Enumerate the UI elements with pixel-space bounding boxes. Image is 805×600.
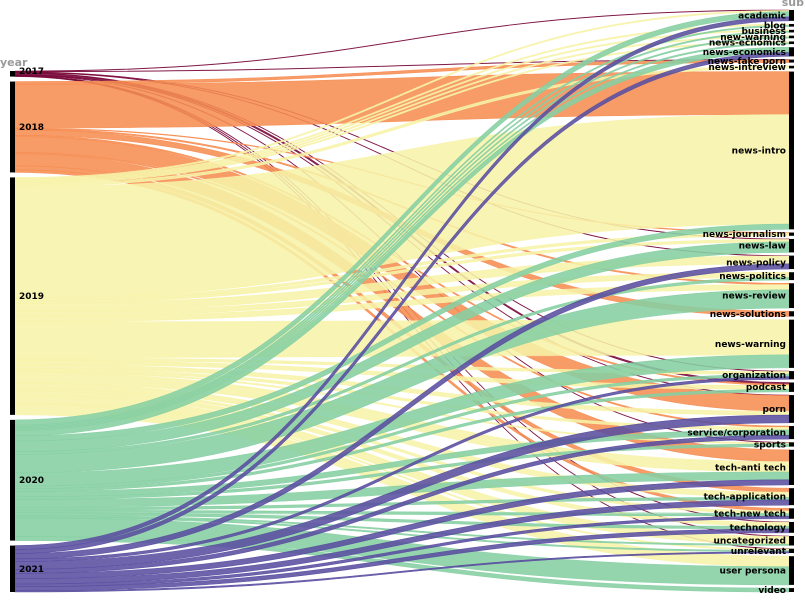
sub-label-tech-new-tech: tech-new tech: [714, 510, 786, 520]
sub-node-porn[interactable]: [789, 395, 794, 423]
sub-label-new-warning: new-warning: [720, 33, 786, 43]
sub-label-porn: porn: [763, 405, 786, 415]
sub-label-tech-application: tech-application: [704, 493, 786, 503]
sub-label-news-review: news-review: [722, 292, 786, 302]
ribbon-2020-news-law: [14, 241, 790, 453]
ribbon-2019-news-intreview: [14, 65, 790, 188]
ribbon-layer: [14, 9, 790, 593]
sub-label-tech-anti-tech: tech-anti tech: [715, 463, 786, 473]
sub-node-service-corporation[interactable]: [789, 426, 794, 440]
sub-node-news-policy[interactable]: [789, 255, 794, 270]
sub-node-new-warning[interactable]: [789, 35, 794, 39]
sub-node-news-politics[interactable]: [789, 272, 794, 281]
year-node-2021[interactable]: [10, 545, 15, 592]
ribbon-2021-porn: [14, 414, 790, 570]
year-label-2020: 2020: [19, 476, 44, 486]
year-node-2020[interactable]: [10, 419, 15, 541]
sub-label-video: video: [758, 586, 786, 596]
year-label-2019: 2019: [19, 292, 44, 302]
sub-node-news-warning[interactable]: [789, 319, 794, 368]
sub-label-business: business: [741, 27, 786, 37]
ribbon-2020-business: [14, 30, 790, 429]
sub-label-news-economics: news-economics: [703, 48, 786, 58]
sub-node-video[interactable]: [789, 588, 794, 592]
year-node-2018[interactable]: [10, 81, 15, 173]
sub-node-user-persona[interactable]: [789, 556, 794, 585]
sub-label-unrelevant: unrelevant: [731, 547, 787, 557]
sub-node-news-review[interactable]: [789, 283, 794, 309]
sub-label-sports: sports: [754, 440, 786, 450]
sub-label-news-law: news-law: [739, 242, 786, 252]
sub-node-news-intro[interactable]: [789, 71, 794, 230]
sub-node-news-journalism[interactable]: [789, 232, 794, 236]
sub-label-news-ecnomics: news-ecnomics: [709, 39, 786, 49]
sub-node-academic[interactable]: [789, 10, 794, 21]
sub-label-organization: organization: [722, 371, 786, 381]
sub-node-news-law[interactable]: [789, 238, 794, 253]
sub-node-podcast[interactable]: [789, 382, 794, 392]
sub-label-news-intreview: news-intreview: [708, 63, 786, 73]
sub-label-technology: technology: [730, 523, 786, 533]
sub-node-news-economics[interactable]: [789, 47, 794, 57]
sub-label-news-politics: news-politics: [719, 272, 786, 282]
sub-node-technology[interactable]: [789, 521, 794, 533]
sub-node-news-fake-porn[interactable]: [789, 59, 794, 63]
sub-label-service-corporation: service/corporation: [687, 429, 786, 439]
sub-label-news-warning: news-warning: [715, 340, 786, 350]
ribbon-2020-news-warning: [14, 354, 790, 487]
year-label-2018: 2018: [19, 123, 44, 133]
sub-label-news-journalism: news-journalism: [703, 230, 786, 240]
sub-node-blog[interactable]: [789, 24, 794, 27]
sub-node-news-intreview[interactable]: [789, 65, 794, 69]
sub-node-sports[interactable]: [789, 442, 794, 447]
sub-node-tech-new-tech[interactable]: [789, 508, 794, 519]
sub-label-news-intro: news-intro: [732, 146, 786, 156]
sub-label-news-solutions: news-solutions: [710, 310, 786, 320]
year-node-layer: 2017 2018 2019 2020 2021: [10, 67, 44, 592]
sub-node-tech-anti-tech[interactable]: [789, 449, 794, 485]
sub-node-organization[interactable]: [789, 371, 794, 380]
ribbon-2020-news-intro: [14, 223, 790, 442]
ribbon-2021-news-policy: [14, 263, 790, 560]
sub-label-news-policy: news-policy: [726, 258, 786, 268]
dimension-label-year: year: [0, 56, 28, 69]
dimension-label-sub: sub: [782, 0, 804, 9]
year-node-2017[interactable]: [10, 71, 15, 77]
sub-node-unrelevant[interactable]: [789, 548, 794, 554]
ribbon-2021-organization: [14, 376, 790, 562]
sub-label-news-fake-porn: news-fake porn: [708, 57, 786, 67]
sub-label-podcast: podcast: [746, 383, 787, 393]
sub-node-news-ecnomics[interactable]: [789, 41, 794, 45]
sub-label-academic: academic: [738, 11, 786, 21]
sub-label-blog: blog: [764, 21, 786, 31]
sub-label-uncategorized: uncategorized: [713, 537, 786, 547]
year-label-2017: 2017: [19, 67, 44, 77]
ribbon-2020-news-politics: [14, 277, 790, 455]
sub-node-tech-application[interactable]: [789, 488, 794, 506]
ribbon-2020-news-ecnomics: [14, 42, 790, 431]
year-label-2021: 2021: [19, 565, 44, 575]
sub-label-user-persona: user persona: [720, 567, 786, 577]
year-node-2019[interactable]: [10, 177, 15, 415]
sub-node-news-solutions[interactable]: [789, 311, 794, 317]
sub-node-business[interactable]: [789, 29, 794, 33]
ribbon-2021-service-corporation: [14, 434, 790, 574]
sub-node-uncategorized[interactable]: [789, 535, 794, 546]
sub-node-layer: academicblogbusinessnew-warningnews-ecno…: [687, 10, 794, 596]
